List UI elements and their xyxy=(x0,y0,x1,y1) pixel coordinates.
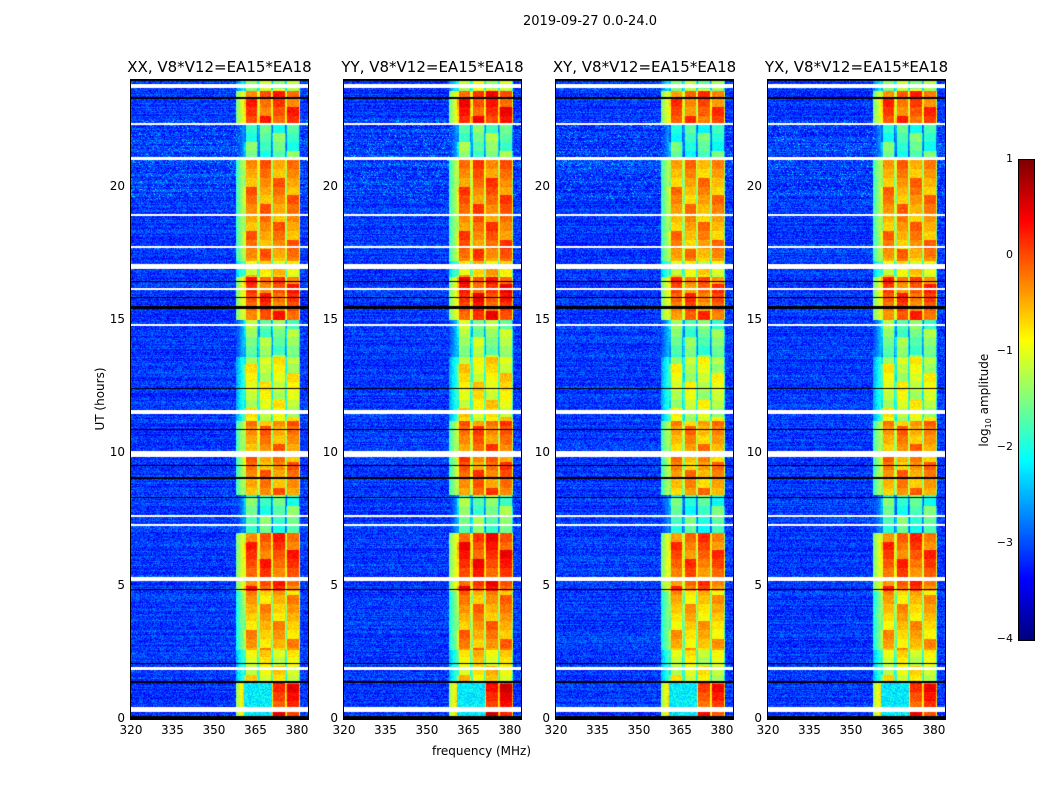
x-tick-label: 350 xyxy=(415,723,439,737)
spectrogram-1 xyxy=(344,80,521,719)
spectrogram-3 xyxy=(768,80,945,719)
y-tick-label: 5 xyxy=(117,577,125,592)
y-tick-label: 15 xyxy=(534,311,550,326)
y-tick-label: 5 xyxy=(754,577,762,592)
y-tick-label: 20 xyxy=(534,178,550,193)
y-tick-label: 10 xyxy=(322,444,338,459)
y-tick-label: 5 xyxy=(542,577,550,592)
panel-title: YX, V8*V12=EA15*EA18 xyxy=(764,58,949,76)
colorbar-label: log10 amplitude xyxy=(976,353,994,447)
y-tick-label: 20 xyxy=(109,178,125,193)
colorbar-frame xyxy=(1018,159,1035,641)
x-tick-label: 365 xyxy=(669,723,692,737)
y-tick-label: 15 xyxy=(322,311,338,326)
x-tick-label: 380 xyxy=(498,723,522,737)
x-tick-label: 365 xyxy=(881,723,904,737)
colorbar-tick-label: −4 xyxy=(996,632,1013,645)
figure-title: 2019-09-27 0.0-24.0 xyxy=(523,14,657,29)
x-tick-label: 350 xyxy=(627,723,651,737)
x-tick-label: 380 xyxy=(922,723,946,737)
x-tick-label: 320 xyxy=(756,723,780,737)
spectrogram-2 xyxy=(556,80,733,719)
y-tick-label: 5 xyxy=(330,577,338,592)
y-tick-label: 15 xyxy=(109,311,125,326)
x-tick-label: 350 xyxy=(202,723,226,737)
panel-title: XX, V8*V12=EA15*EA18 xyxy=(127,58,312,76)
x-tick-label: 335 xyxy=(161,723,184,737)
panel-title: XY, V8*V12=EA15*EA18 xyxy=(552,58,737,76)
x-tick-label: 335 xyxy=(374,723,397,737)
y-tick-label: 10 xyxy=(746,444,762,459)
y-tick-label: 15 xyxy=(746,311,762,326)
colorbar-tick-label: 1 xyxy=(1006,152,1013,165)
y-tick-label: 20 xyxy=(322,178,338,193)
y-axis-label: UT (hours) xyxy=(93,367,107,431)
x-tick-label: 365 xyxy=(244,723,267,737)
y-tick-label: 0 xyxy=(117,711,125,725)
x-tick-label: 320 xyxy=(119,723,143,737)
panel-title: YY, V8*V12=EA15*EA18 xyxy=(341,58,524,76)
panel-axes-frame xyxy=(130,79,309,720)
x-tick-label: 320 xyxy=(544,723,568,737)
colorbar-tick-label: 0 xyxy=(1006,248,1013,261)
y-tick-label: 10 xyxy=(109,444,125,459)
y-tick-label: 0 xyxy=(330,711,338,725)
y-tick-label: 20 xyxy=(746,178,762,193)
colorbar-tick-label: −1 xyxy=(996,344,1013,357)
panel-axes-frame xyxy=(555,79,734,720)
x-tick-label: 365 xyxy=(457,723,480,737)
colorbar-tick-label: −3 xyxy=(996,536,1013,549)
panel-axes-frame xyxy=(767,79,946,720)
x-tick-label: 380 xyxy=(285,723,309,737)
x-tick-label: 335 xyxy=(798,723,821,737)
x-tick-label: 320 xyxy=(332,723,356,737)
x-tick-label: 335 xyxy=(586,723,609,737)
y-tick-label: 0 xyxy=(754,711,762,725)
x-tick-label: 350 xyxy=(839,723,863,737)
colorbar xyxy=(1019,160,1034,640)
x-axis-label: frequency (MHz) xyxy=(432,744,532,758)
y-tick-label: 10 xyxy=(534,444,550,459)
y-tick-label: 0 xyxy=(542,711,550,725)
x-tick-label: 380 xyxy=(710,723,734,737)
colorbar-tick-label: −2 xyxy=(996,440,1013,453)
spectrogram-0 xyxy=(131,80,308,719)
panel-axes-frame xyxy=(343,79,522,720)
